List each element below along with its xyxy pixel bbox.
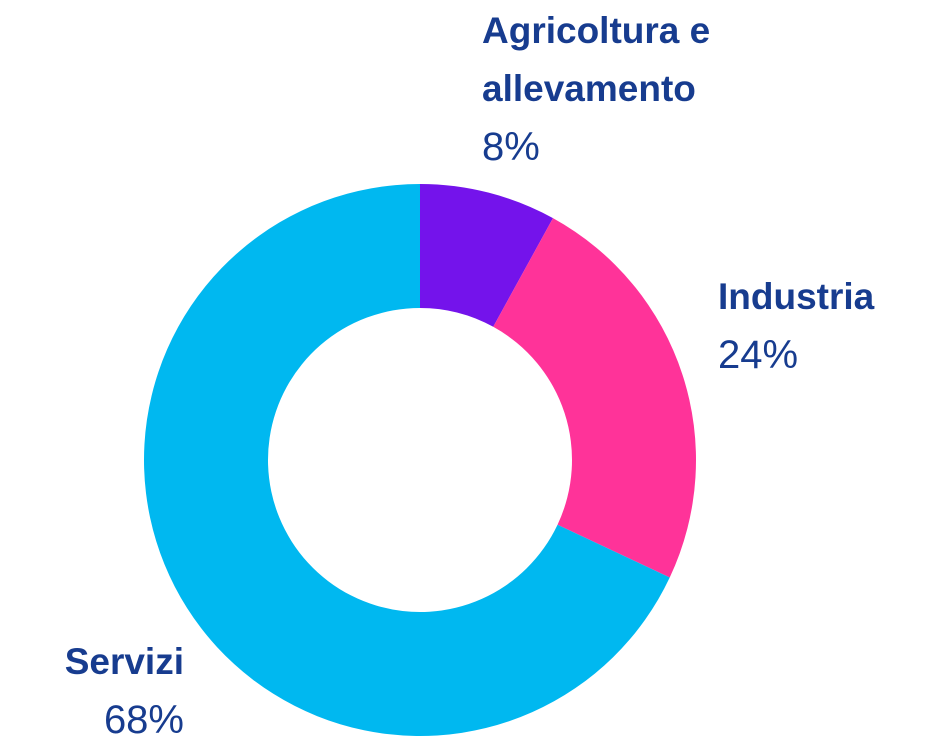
category-label: Agricoltura e allevamento xyxy=(482,10,711,109)
value-label: 8% xyxy=(482,125,540,169)
category-label: Industria xyxy=(718,276,875,317)
category-label: Servizi xyxy=(64,641,184,682)
donut-slice xyxy=(493,218,697,578)
value-label: 24% xyxy=(718,333,799,377)
slice-label: Agricoltura e allevamento 8% xyxy=(482,2,802,176)
value-label: 68% xyxy=(103,698,184,742)
slice-label: Servizi 68% xyxy=(20,633,184,743)
donut-slice xyxy=(143,184,670,737)
slice-label: Industria 24% xyxy=(718,268,874,384)
donut-slice xyxy=(420,184,553,327)
